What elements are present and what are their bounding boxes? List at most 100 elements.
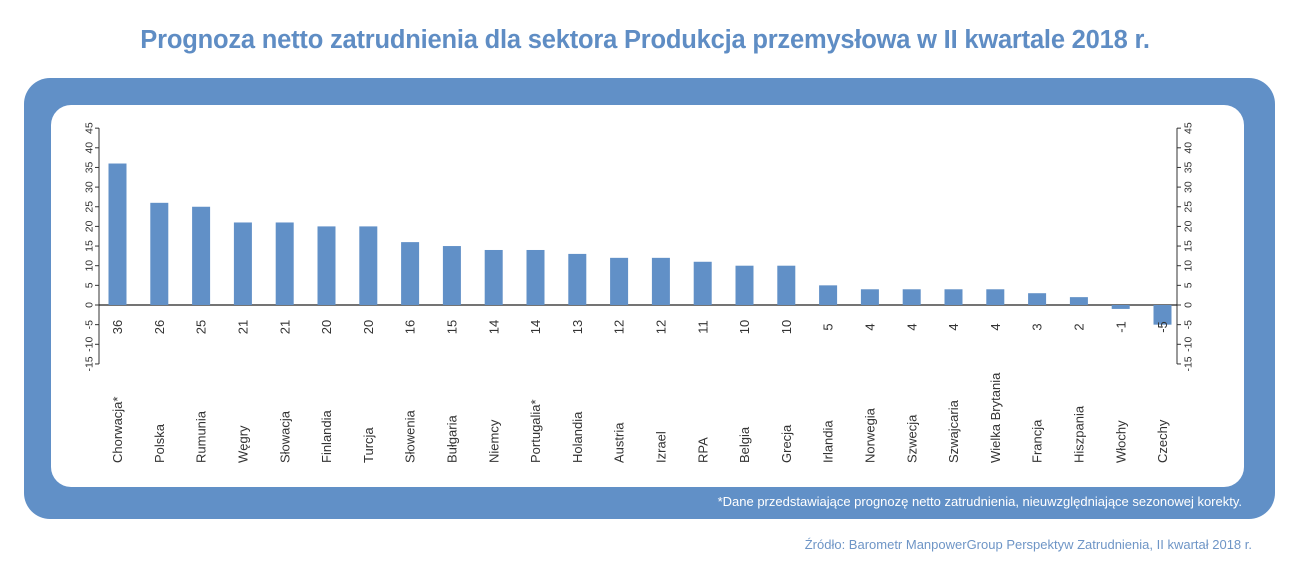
- value-label: 20: [319, 320, 334, 334]
- bar: [651, 257, 670, 305]
- y-tick-label-right: 35: [1183, 161, 1195, 173]
- y-tick-label-right: 40: [1183, 142, 1195, 154]
- bar: [902, 289, 921, 305]
- bar: [1069, 297, 1088, 305]
- value-label: 26: [152, 320, 167, 334]
- y-tick-label-right: -15: [1183, 356, 1195, 371]
- bar: [192, 206, 211, 305]
- category-label: Szwajcaria: [946, 399, 961, 463]
- category-label: Irlandia: [821, 420, 836, 463]
- value-label: 4: [988, 323, 1003, 330]
- category-label: Węgry: [235, 425, 250, 463]
- bar: [275, 222, 294, 305]
- bar: [819, 285, 838, 305]
- category-label: RPA: [695, 437, 710, 463]
- y-tick-label-left: -5: [84, 320, 96, 329]
- bar: [944, 289, 963, 305]
- footnote: *Dane przedstawiające prognozę netto zat…: [717, 494, 1242, 509]
- y-tick-label-right: 5: [1183, 282, 1195, 288]
- category-label: Bułgaria: [444, 415, 459, 463]
- value-label: 4: [946, 323, 961, 330]
- category-label: Polska: [152, 423, 167, 463]
- bar: [401, 242, 420, 305]
- bar: [1111, 305, 1130, 309]
- y-tick-label-right: 25: [1183, 201, 1195, 213]
- y-tick-label-left: 5: [84, 282, 96, 288]
- category-label: Izrael: [653, 431, 668, 463]
- bar: [693, 261, 712, 305]
- value-label: 12: [612, 320, 627, 334]
- value-label: 11: [695, 320, 710, 334]
- bar: [442, 246, 461, 305]
- category-label: Holandia: [570, 411, 585, 463]
- category-label: Chorwacja*: [110, 397, 125, 463]
- bar: [777, 265, 796, 305]
- value-label: -1: [1113, 321, 1128, 333]
- bar: [317, 226, 336, 305]
- bar: [484, 249, 503, 305]
- value-label: 13: [570, 320, 585, 334]
- category-label: Portugalia*: [528, 399, 543, 463]
- value-label: 10: [737, 320, 752, 334]
- bar: [108, 163, 127, 305]
- value-label: 15: [444, 320, 459, 334]
- value-label: 25: [194, 320, 209, 334]
- bar: [233, 222, 252, 305]
- category-label: Słowacja: [277, 410, 292, 463]
- source-note: Źródło: Barometr ManpowerGroup Perspekty…: [804, 537, 1252, 552]
- category-label: Rumunia: [194, 410, 209, 463]
- category-label: Finlandia: [319, 409, 334, 463]
- category-label: Norwegia: [862, 407, 877, 463]
- bar: [568, 253, 587, 305]
- y-tick-label-left: 45: [84, 122, 96, 134]
- labels: 36Chorwacja*26Polska25Rumunia21Węgry21Sł…: [110, 320, 1170, 463]
- category-label: Austria: [612, 422, 627, 463]
- value-label: -5: [1155, 321, 1170, 333]
- chart-title: Prognoza netto zatrudnienia dla sektora …: [140, 26, 1150, 54]
- value-label: 10: [779, 320, 794, 334]
- y-tick-label-left: 25: [84, 201, 96, 213]
- y-tick-label-left: -10: [84, 337, 96, 352]
- category-label: Turcja: [361, 427, 376, 463]
- category-label: Grecja: [779, 424, 794, 463]
- category-label: Włochy: [1113, 420, 1128, 463]
- y-tick-label-left: 10: [84, 260, 96, 272]
- value-label: 3: [1030, 323, 1045, 330]
- y-tick-label-left: 40: [84, 142, 96, 154]
- category-label: Szwecja: [904, 414, 919, 463]
- bar: [735, 265, 754, 305]
- category-label: Wielka Brytania: [988, 372, 1003, 463]
- y-tick-label-right: 15: [1183, 240, 1195, 252]
- y-tick-label-right: 45: [1183, 122, 1195, 134]
- bar: [526, 249, 545, 305]
- value-label: 20: [361, 320, 376, 334]
- value-label: 12: [653, 320, 668, 334]
- value-label: 4: [904, 323, 919, 330]
- category-label: Hiszpania: [1071, 405, 1086, 463]
- value-label: 5: [821, 323, 836, 330]
- bar: [359, 226, 378, 305]
- y-tick-label-left: 30: [84, 181, 96, 193]
- value-label: 2: [1071, 323, 1086, 330]
- y-tick-label-left: 15: [84, 240, 96, 252]
- y-tick-label-left: -15: [84, 356, 96, 371]
- bar: [1153, 305, 1172, 325]
- category-label: Francja: [1030, 419, 1045, 463]
- y-tick-label-left: 0: [84, 302, 96, 308]
- bar: [986, 289, 1005, 305]
- y-tick-label-left: 20: [84, 220, 96, 232]
- y-tick-label-left: 35: [84, 161, 96, 173]
- bar: [150, 202, 169, 305]
- y-tick-label-right: 30: [1183, 181, 1195, 193]
- category-label: Czechy: [1155, 419, 1170, 463]
- value-label: 21: [235, 320, 250, 334]
- value-label: 14: [528, 320, 543, 334]
- y-tick-label-right: -10: [1183, 337, 1195, 352]
- value-label: 14: [486, 320, 501, 334]
- y-tick-label-right: -5: [1183, 320, 1195, 329]
- category-label: Niemcy: [486, 419, 501, 463]
- bar: [610, 257, 629, 305]
- bar: [860, 289, 879, 305]
- bars: [108, 163, 1172, 325]
- value-label: 16: [403, 320, 418, 334]
